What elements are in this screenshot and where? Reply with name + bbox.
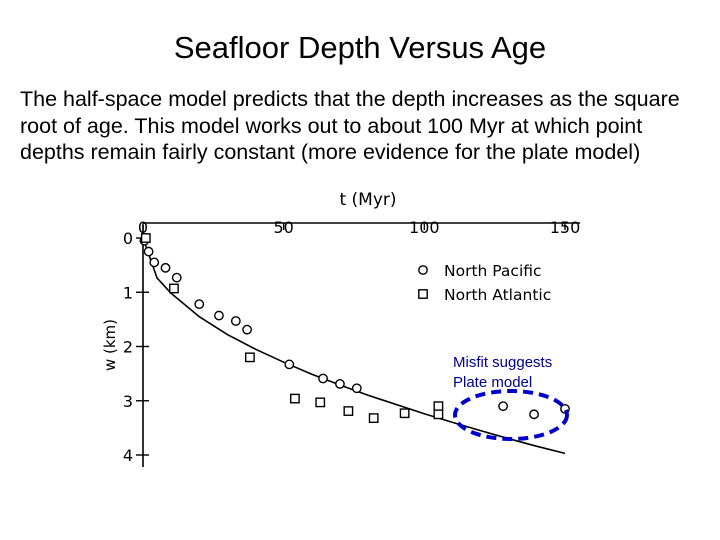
atlantic-point [315, 397, 326, 408]
pacific-point [149, 257, 160, 268]
atlantic-point [290, 393, 300, 404]
y-tick-label: 2 [123, 338, 133, 357]
x-tick-label: 100 [409, 218, 440, 237]
atlantic-point [433, 409, 444, 420]
pacific-point [171, 272, 182, 283]
pacific-point [214, 310, 224, 321]
slide-body-text: The half-space model predicts that the d… [20, 87, 680, 164]
y-tick-label: 1 [123, 283, 133, 302]
atlantic-point [245, 352, 255, 363]
misfit-highlight-ellipse [453, 389, 569, 441]
x-tick-label: 0 [138, 218, 148, 237]
annotation-line-1: Misfit suggests [453, 354, 553, 371]
axes: 0 50 100 150 0 1 2 3 4 [123, 218, 580, 467]
y-axis-title: w (km) [101, 319, 119, 371]
pacific-point [160, 262, 171, 273]
legend-atlantic-marker [418, 289, 428, 299]
pacific-point [335, 379, 345, 389]
data-points-layer [139, 233, 570, 424]
pacific-point [143, 246, 154, 257]
pacific-point [351, 383, 362, 394]
legend: North Pacific North Atlantic [418, 262, 551, 304]
legend-pacific-marker [418, 265, 428, 275]
y-tick-label: 4 [123, 446, 133, 465]
pacific-point [230, 316, 241, 326]
atlantic-point [368, 413, 379, 424]
y-tick-label: 3 [123, 392, 133, 411]
atlantic-point [169, 283, 179, 294]
x-tick-label: 150 [550, 218, 581, 237]
pacific-point [498, 401, 509, 412]
atlantic-point [343, 406, 354, 416]
legend-pacific-label: North Pacific [444, 262, 542, 280]
atlantic-point [433, 401, 444, 412]
x-tick-label: 50 [273, 218, 293, 237]
atlantic-point [140, 233, 151, 243]
legend-atlantic-label: North Atlantic [444, 286, 551, 304]
slide-title: Seafloor Depth Versus Age [173, 30, 547, 65]
atlantic-point [399, 408, 410, 419]
x-axis-title: t (Myr) [339, 190, 396, 210]
annotation-line-2: Plate model [453, 374, 533, 391]
pacific-point [529, 409, 539, 420]
pacific-point [242, 324, 252, 335]
misfit-annotation: Misfit suggests Plate model [453, 353, 593, 393]
pacific-point [284, 359, 295, 370]
y-tick-label: 0 [123, 229, 133, 248]
pacific-point [318, 373, 328, 384]
pacific-point [194, 299, 205, 310]
